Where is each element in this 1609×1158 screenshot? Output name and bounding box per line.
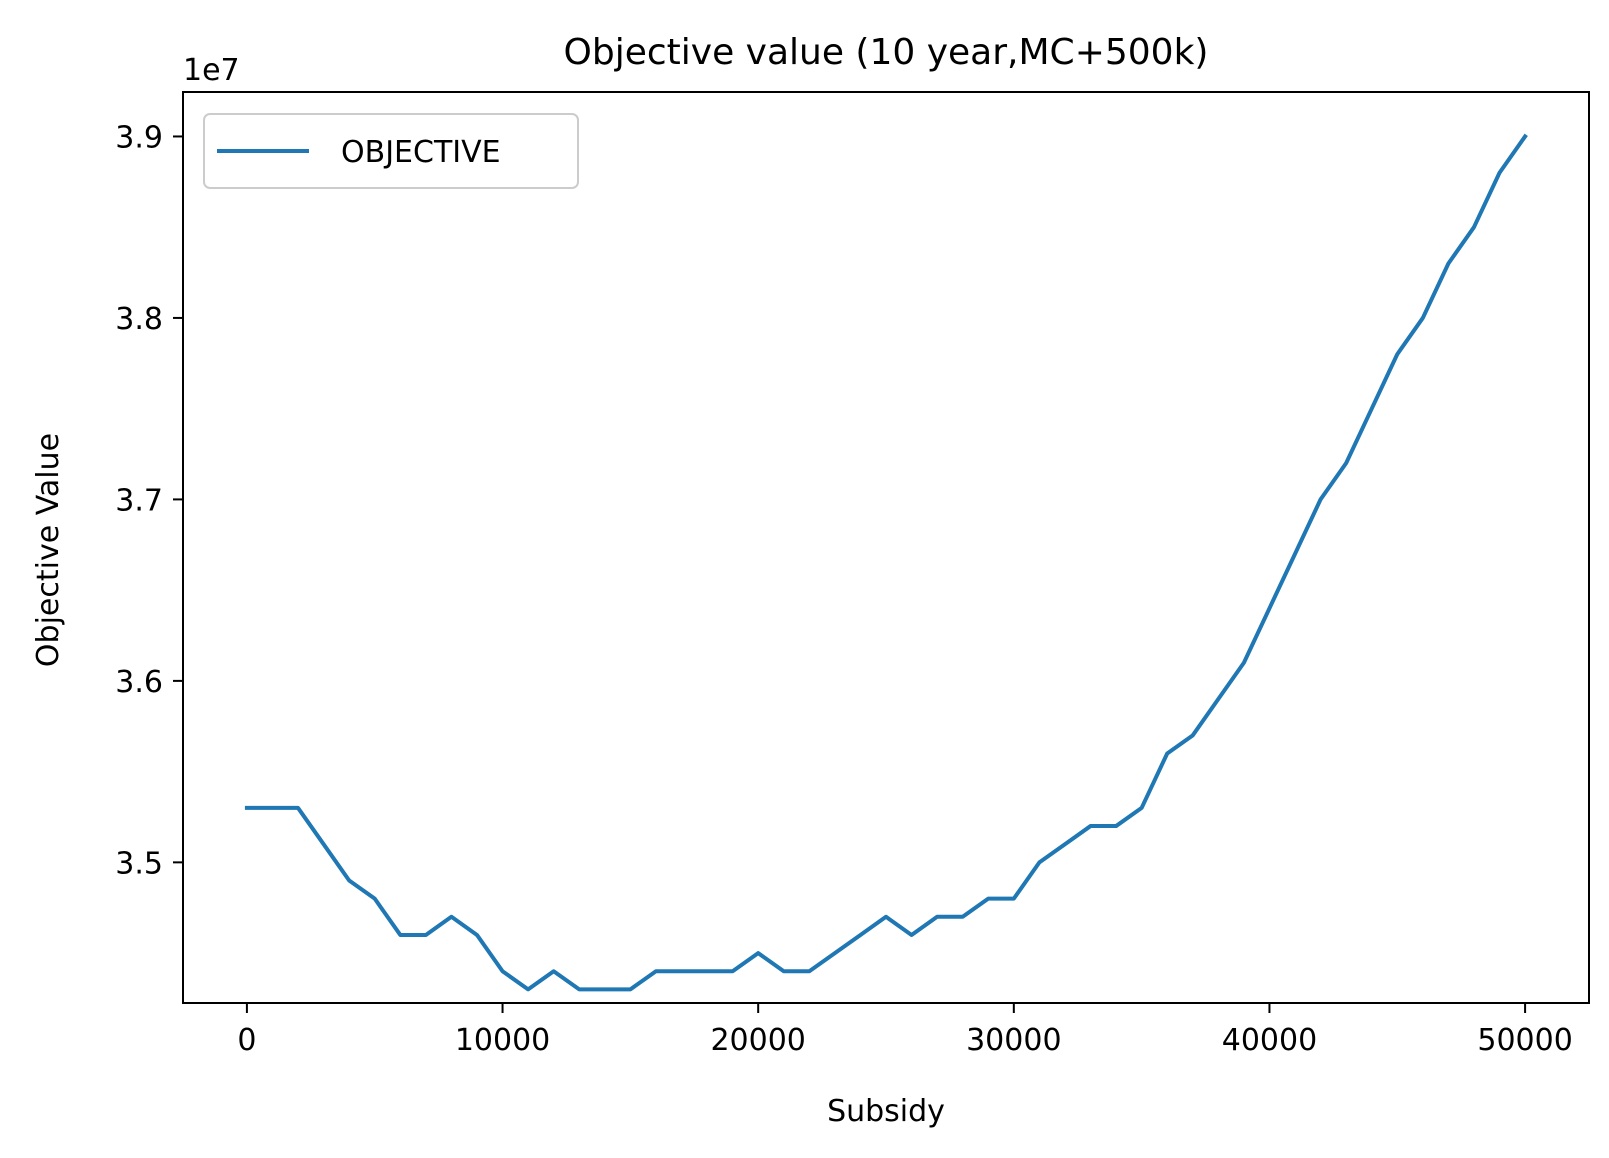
y-tick-label: 3.9 xyxy=(115,120,163,155)
x-tick-label: 0 xyxy=(237,1023,256,1058)
legend: OBJECTIVE xyxy=(203,113,579,189)
x-tick-label: 30000 xyxy=(966,1023,1061,1058)
legend-box xyxy=(203,113,579,189)
series-layer xyxy=(244,133,1528,992)
y-axis-title: Objective Value xyxy=(31,433,66,667)
x-axis-title: Subsidy xyxy=(827,1094,945,1129)
plot-area-frame xyxy=(182,91,1590,1004)
series-line-objective xyxy=(244,133,1528,992)
x-axis-ticks: 0 10000 20000 30000 40000 50000 xyxy=(237,1003,1573,1058)
legend-label-objective: OBJECTIVE xyxy=(341,135,501,170)
chart-title: Objective value (10 year,MC+500k) xyxy=(564,32,1209,73)
y-tick-label: 3.5 xyxy=(115,846,163,881)
y-tick-label: 3.6 xyxy=(115,665,163,700)
x-tick-label: 10000 xyxy=(455,1023,550,1058)
y-axis-ticks: 3.5 3.6 3.7 3.8 3.9 xyxy=(115,120,183,881)
x-tick-label: 40000 xyxy=(1222,1023,1317,1058)
x-tick-label: 50000 xyxy=(1477,1023,1572,1058)
y-tick-label: 3.8 xyxy=(115,302,163,337)
x-tick-label: 20000 xyxy=(710,1023,805,1058)
y-axis-offset-label: 1e7 xyxy=(183,53,240,88)
y-tick-label: 3.7 xyxy=(115,483,163,518)
